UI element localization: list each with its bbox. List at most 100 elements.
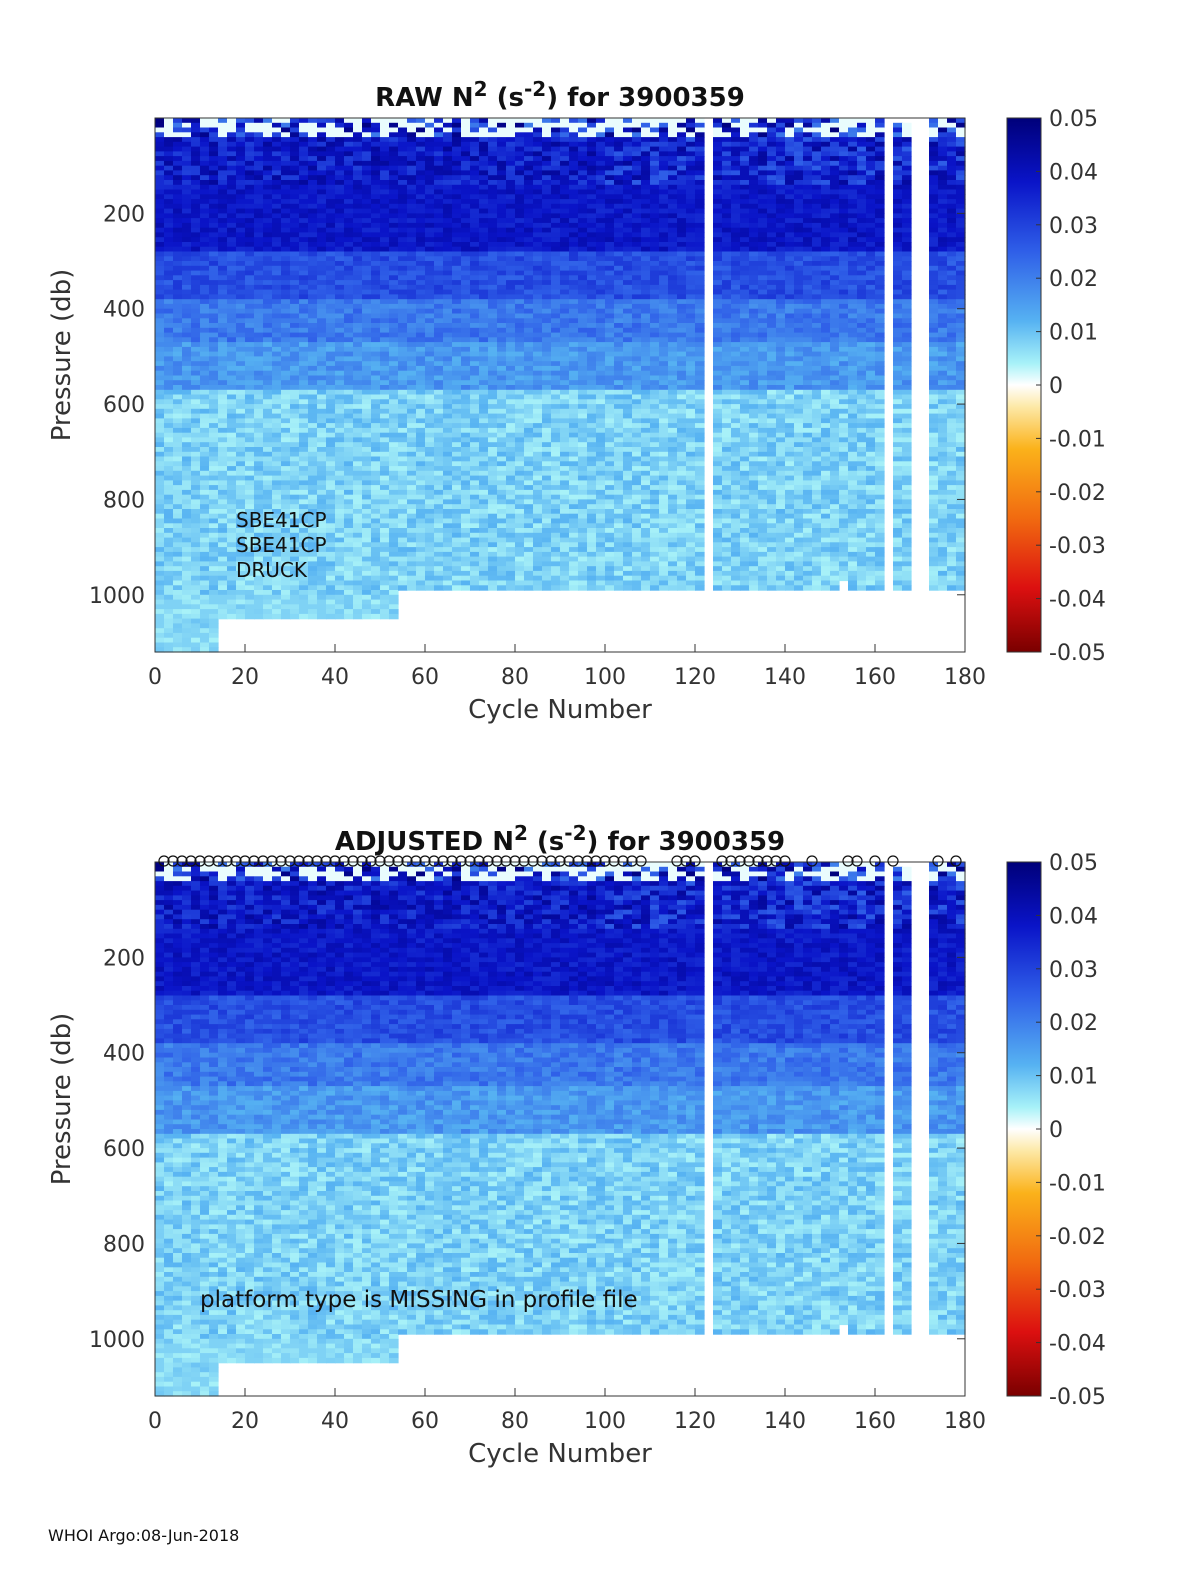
heatmap-cell [263, 284, 273, 291]
heatmap-cell [353, 480, 363, 486]
heatmap-cell [344, 232, 354, 238]
heatmap-cell [524, 203, 534, 210]
heatmap-cell [380, 132, 390, 138]
heatmap-cell [560, 394, 570, 400]
heatmap-cell [434, 175, 444, 181]
heatmap-cell [254, 523, 264, 529]
heatmap-cell [290, 466, 300, 472]
heatmap-cell [560, 199, 570, 205]
heatmap-cell [434, 447, 444, 453]
heatmap-cell [524, 423, 534, 429]
heatmap-cell [515, 275, 525, 281]
heatmap-cell [452, 580, 462, 586]
heatmap-cell [200, 184, 210, 191]
heatmap-cell [506, 203, 516, 210]
heatmap-cell [488, 137, 498, 143]
heatmap-cell [488, 337, 498, 343]
heatmap-cell [488, 523, 498, 529]
heatmap-cell [344, 389, 354, 396]
heatmap-cell [218, 337, 228, 343]
heatmap-cell [236, 570, 246, 577]
heatmap-cell [461, 532, 471, 539]
heatmap-cell [407, 346, 417, 353]
heatmap-cell [164, 475, 174, 481]
heatmap-cell [515, 532, 525, 539]
heatmap-cell [407, 284, 417, 291]
heatmap-cell [200, 246, 210, 253]
heatmap-cell [542, 437, 552, 443]
heatmap-cell [506, 556, 516, 562]
heatmap-cell [551, 256, 561, 262]
heatmap-cell [227, 528, 237, 534]
heatmap-cell [524, 175, 534, 181]
heatmap-cell [236, 270, 246, 276]
heatmap-cell [155, 323, 165, 329]
heatmap-cell [200, 542, 210, 548]
heatmap-cell [533, 361, 543, 367]
heatmap-cell [497, 528, 507, 534]
heatmap-cell [488, 380, 498, 386]
heatmap-cell [488, 551, 498, 558]
heatmap-cell [272, 160, 282, 167]
heatmap-cell [524, 389, 534, 396]
heatmap-cell [344, 318, 354, 324]
heatmap-cell [209, 127, 219, 133]
heatmap-cell [155, 208, 165, 214]
heatmap-cell [371, 346, 381, 353]
heatmap-cell [254, 604, 264, 610]
heatmap-cell [227, 466, 237, 472]
heatmap-cell [335, 413, 345, 419]
heatmap-cell [569, 447, 579, 453]
heatmap-cell [488, 289, 498, 295]
heatmap-cell [524, 299, 534, 305]
heatmap-cell [173, 232, 183, 238]
heatmap-cell [398, 575, 408, 582]
heatmap-cell [155, 175, 165, 181]
heatmap-cell [560, 299, 570, 305]
heatmap-cell [578, 332, 588, 338]
heatmap-cell [461, 284, 471, 291]
heatmap-cell [200, 208, 210, 214]
heatmap-cell [425, 146, 435, 152]
heatmap-cell [218, 361, 228, 367]
heatmap-cell [470, 227, 480, 234]
heatmap-cell [407, 208, 417, 214]
heatmap-cell [461, 199, 471, 205]
heatmap-cell [560, 408, 570, 415]
heatmap-cell [407, 189, 417, 195]
heatmap-cell [425, 423, 435, 429]
heatmap-cell [263, 170, 273, 176]
heatmap-cell [317, 580, 327, 586]
heatmap-cell [533, 556, 543, 562]
heatmap-cell [299, 447, 309, 453]
heatmap-cell [533, 251, 543, 257]
heatmap-cell [578, 137, 588, 143]
heatmap-cell [263, 251, 273, 257]
heatmap-cell [515, 551, 525, 558]
heatmap-cell [236, 122, 246, 129]
heatmap-cell [452, 156, 462, 162]
heatmap-cell [173, 222, 183, 229]
heatmap-cell [218, 432, 228, 439]
heatmap-cell [308, 594, 318, 601]
heatmap-cell [425, 218, 435, 224]
heatmap-cell [533, 580, 543, 586]
heatmap-cell [452, 561, 462, 567]
heatmap-cell [479, 203, 489, 210]
heatmap-cell [371, 294, 381, 300]
heatmap-cell [416, 418, 426, 424]
heatmap-cell [407, 461, 417, 467]
heatmap-cell [317, 218, 327, 224]
heatmap-cell [470, 537, 480, 543]
heatmap-cell [281, 146, 291, 152]
heatmap-cell [569, 480, 579, 486]
heatmap-cell [308, 475, 318, 481]
heatmap-cell [209, 323, 219, 329]
heatmap-cell [164, 413, 174, 419]
heatmap-cell [524, 418, 534, 424]
heatmap-cell [299, 451, 309, 458]
heatmap-cell [434, 547, 444, 553]
heatmap-cell [569, 127, 579, 133]
heatmap-cell [155, 203, 165, 210]
heatmap-cell [173, 394, 183, 400]
